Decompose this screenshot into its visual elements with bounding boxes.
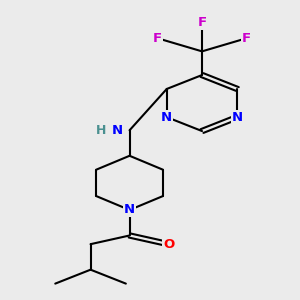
Text: F: F — [197, 16, 207, 29]
Text: F: F — [242, 32, 251, 45]
Text: N: N — [161, 111, 172, 124]
Text: F: F — [153, 32, 162, 45]
Text: H: H — [96, 124, 106, 137]
Text: N: N — [112, 124, 123, 137]
Text: N: N — [232, 111, 243, 124]
Text: N: N — [124, 203, 135, 217]
Text: O: O — [163, 238, 174, 251]
